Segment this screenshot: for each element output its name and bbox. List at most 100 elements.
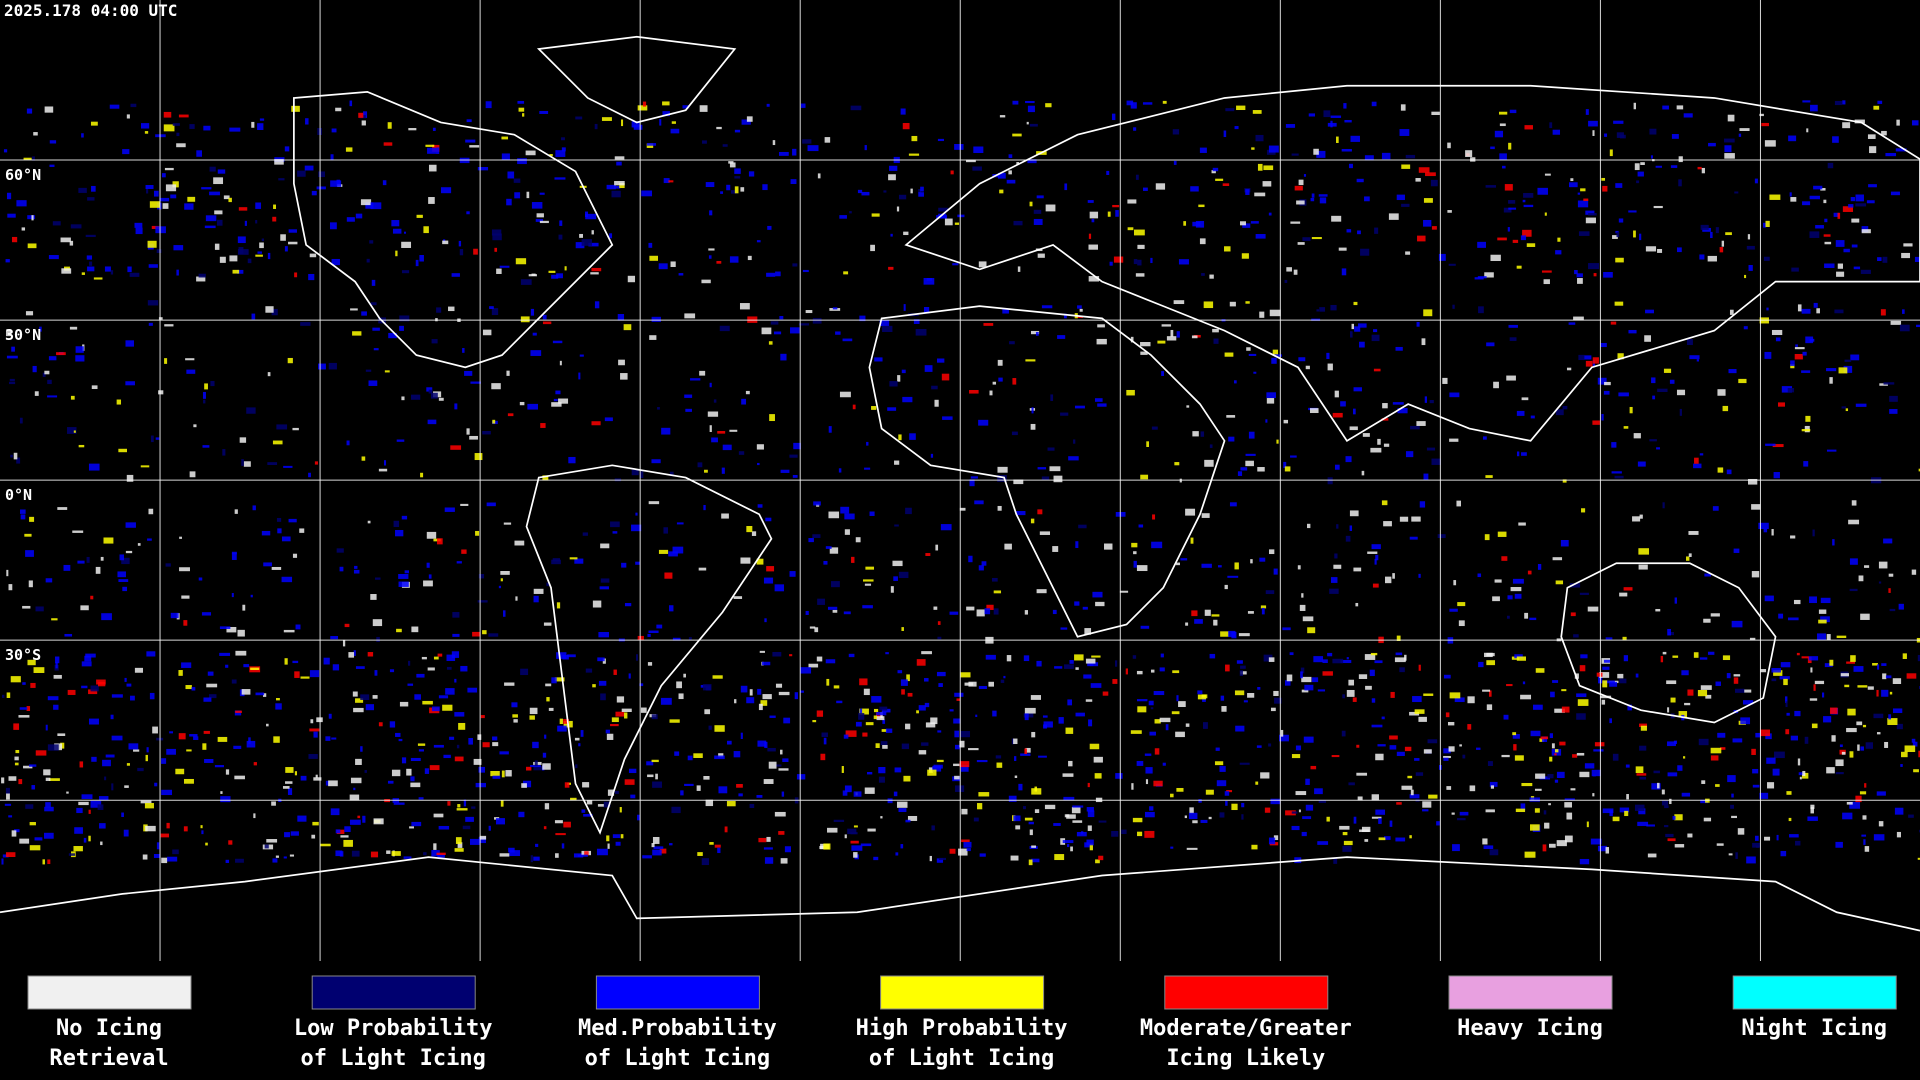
icing-speckle [585,213,597,220]
icing-speckle [1911,738,1916,743]
icing-speckle [1895,148,1907,152]
icing-speckle [429,765,440,771]
icing-speckle [1234,380,1237,384]
icing-speckle [782,758,789,763]
icing-speckle [993,608,999,615]
icing-speckle [1601,699,1606,705]
icing-speckle [652,836,660,844]
icing-speckle [300,775,307,781]
icing-speckle [1013,220,1023,226]
icing-speckle [1374,227,1379,234]
icing-speckle [393,802,405,805]
icing-speckle [490,771,500,777]
icing-speckle [1637,461,1646,467]
icing-speckle [1861,229,1871,234]
icing-speckle [149,692,155,700]
icing-speckle [1330,115,1342,118]
icing-speckle [539,220,549,224]
icing-speckle [1812,529,1815,537]
icing-speckle [1127,199,1137,204]
icing-speckle [66,791,69,794]
icing-speckle [1226,790,1233,793]
icing-speckle [49,778,60,781]
icing-speckle [1618,218,1624,223]
icing-speckle [1868,184,1877,188]
icing-speckle [1712,506,1719,511]
icing-speckle [1831,735,1836,742]
icing-speckle [655,773,658,780]
icing-speckle [1006,179,1016,184]
icing-speckle [1484,534,1490,541]
icing-speckle [651,714,658,720]
icing-speckle [1090,683,1102,688]
icing-speckle [1522,229,1532,237]
icing-speckle [433,656,439,660]
icing-speckle [1039,531,1051,535]
legend-swatch [1448,975,1613,1010]
icing-speckle [890,586,894,593]
icing-speckle [1155,183,1166,190]
icing-speckle [1560,540,1569,547]
icing-speckle [42,372,46,377]
icing-speckle [927,769,937,776]
icing-speckle [452,612,460,618]
icing-speckle [1195,220,1205,228]
icing-speckle [505,770,512,777]
icing-speckle [546,697,550,702]
icing-speckle [1236,105,1246,111]
icing-speckle [1700,799,1709,804]
icing-speckle [1602,185,1608,192]
icing-speckle [633,124,643,130]
icing-speckle [1253,371,1257,374]
icing-speckle [1507,595,1513,600]
icing-speckle [126,763,130,766]
icing-speckle [97,681,106,687]
icing-speckle [1749,637,1756,641]
icing-speckle [423,580,433,587]
icing-speckle [1202,697,1206,702]
icing-speckle [401,515,408,520]
icing-speckle [308,273,315,281]
icing-speckle [909,433,916,440]
icing-speckle [989,390,993,396]
icing-speckle [1054,666,1063,669]
icing-speckle [1544,212,1547,216]
icing-speckle [827,827,838,833]
icing-speckle [1409,536,1418,540]
icing-speckle [1178,259,1189,265]
icing-speckle [178,114,189,118]
icing-speckle [257,251,262,254]
icing-speckle [1301,676,1312,683]
icing-speckle [214,765,224,768]
icing-speckle [44,370,50,375]
icing-speckle [1336,524,1339,529]
coastline [1560,562,1777,724]
icing-speckle [1744,274,1747,279]
icing-speckle [734,176,741,179]
icing-speckle [1316,150,1326,158]
icing-speckle [100,841,103,846]
icing-speckle [532,741,539,749]
icing-speckle [1389,745,1397,750]
icing-speckle [468,737,473,745]
coastline [293,90,614,369]
icing-speckle [1133,560,1137,568]
icing-speckle [1640,162,1645,165]
icing-speckle [1508,324,1518,328]
icing-speckle [1115,210,1119,217]
icing-speckle [1024,713,1029,721]
icing-speckle [1318,800,1327,803]
icing-speckle [425,144,435,147]
icing-speckle [1501,556,1508,561]
icing-speckle [1853,666,1864,672]
icing-speckle [1293,269,1298,275]
icing-speckle [1443,757,1449,761]
icing-speckle [482,329,492,336]
icing-speckle [925,553,931,556]
icing-speckle [855,721,862,727]
icing-speckle [491,229,502,236]
icing-speckle [1334,553,1338,559]
icing-speckle [486,502,496,507]
icing-speckle [145,825,156,832]
icing-speckle [968,681,977,687]
